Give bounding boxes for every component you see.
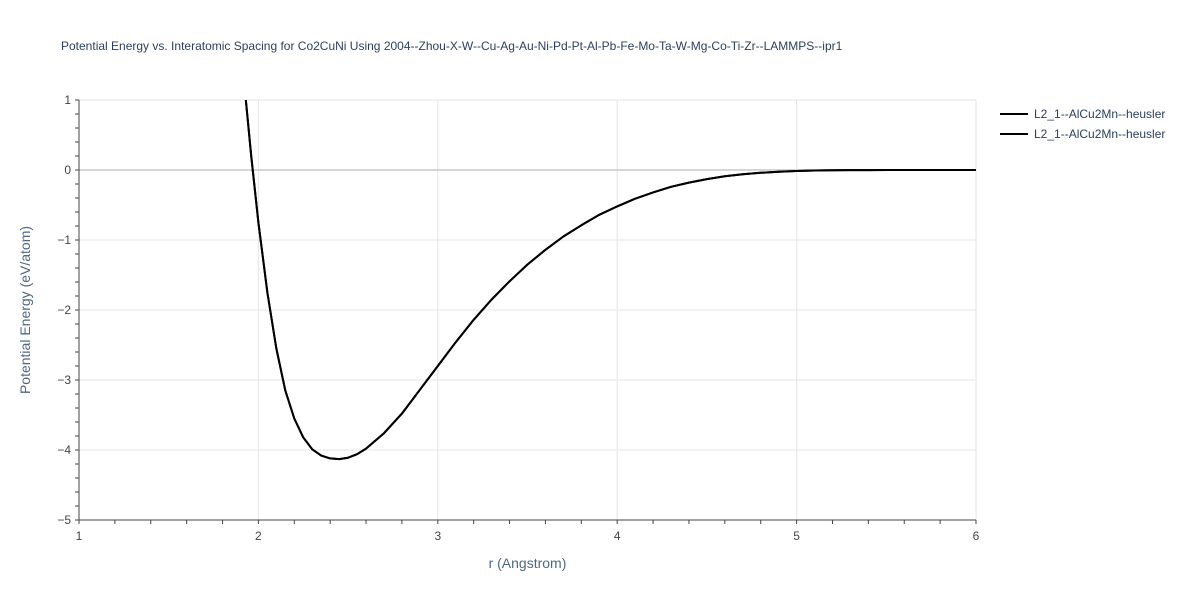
x-tick-label: 5 [793,529,800,543]
legend-entry: L2_1--AlCu2Mn--heusler [1034,107,1165,121]
x-tick-label: 4 [614,529,621,543]
x-tick-labels: 1 2 3 4 5 6 [76,529,980,543]
y-tick-label: 0 [64,163,71,177]
y-tick-label: −1 [57,233,71,247]
y-tick-label: −5 [57,513,71,527]
x-tick-label: 3 [434,529,441,543]
series-line-2 [244,100,976,461]
y-axis-label: Potential Energy (eV/atom) [17,226,33,394]
plot-axes [75,99,977,524]
y-tick-labels: 1 0 −1 −2 −3 −4 −5 [57,93,71,527]
series-layer [244,100,976,461]
legend-entry: L2_1--AlCu2Mn--heusler [1034,127,1165,141]
y-tick-label: 1 [64,93,71,107]
x-tick-label: 1 [76,529,83,543]
x-tick-label: 6 [973,529,980,543]
chart-title: Potential Energy vs. Interatomic Spacing… [61,39,843,53]
plot-grid [79,99,977,520]
x-axis-label: r (Angstrom) [489,555,567,571]
y-tick-label: −4 [57,443,71,457]
legend: L2_1--AlCu2Mn--heusler L2_1--AlCu2Mn--heu… [1000,107,1165,141]
x-tick-label: 2 [255,529,262,543]
series-line-1 [244,100,976,461]
y-tick-label: −3 [57,373,71,387]
y-tick-label: −2 [57,303,71,317]
